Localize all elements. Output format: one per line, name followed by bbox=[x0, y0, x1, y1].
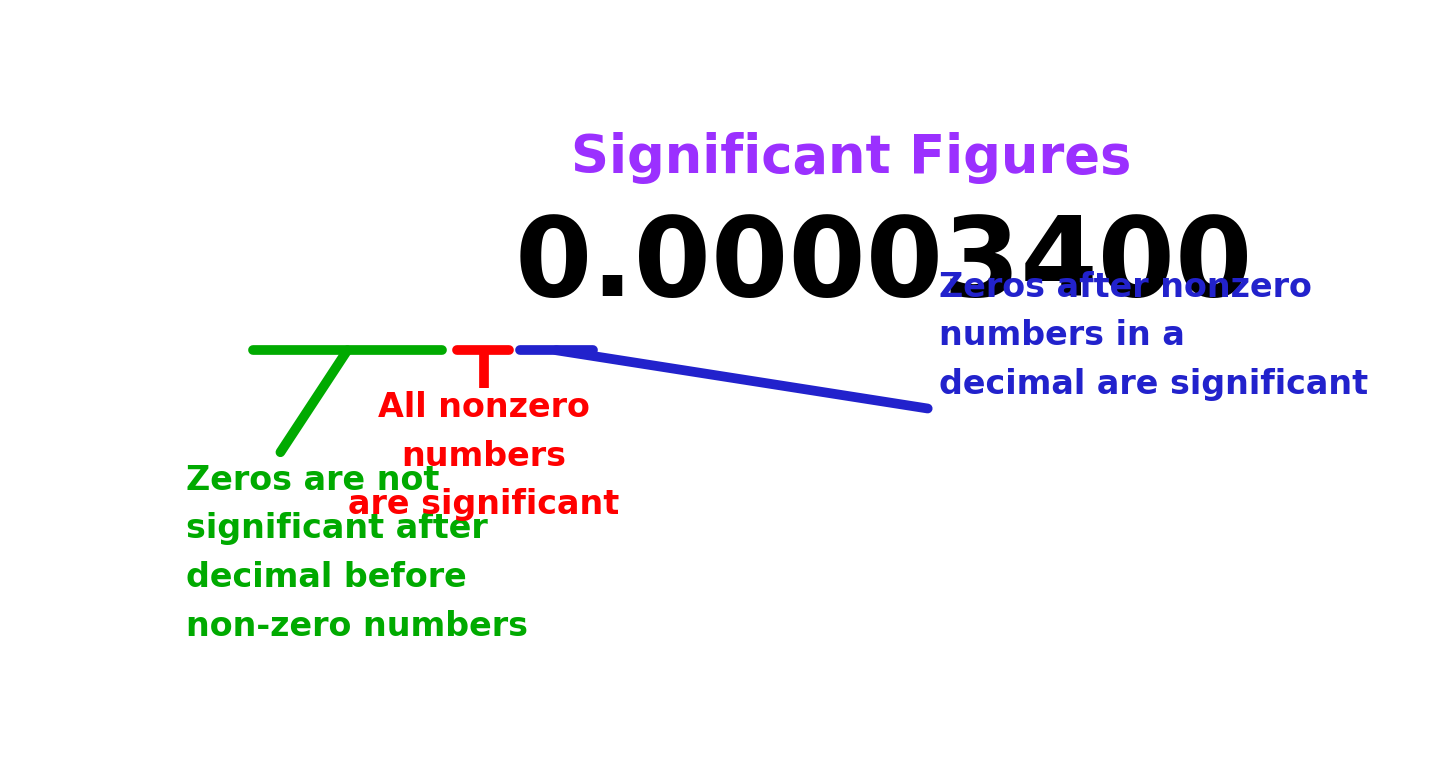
Text: Zeros are not
significant after
decimal before
non-zero numbers: Zeros are not significant after decimal … bbox=[186, 464, 527, 643]
Text: Significant Figures: Significant Figures bbox=[570, 132, 1130, 184]
Text: All nonzero
numbers
are significant: All nonzero numbers are significant bbox=[348, 391, 619, 522]
Text: 0.00003400: 0.00003400 bbox=[516, 212, 1253, 319]
Text: Zeros after nonzero
numbers in a
decimal are significant: Zeros after nonzero numbers in a decimal… bbox=[939, 270, 1368, 400]
